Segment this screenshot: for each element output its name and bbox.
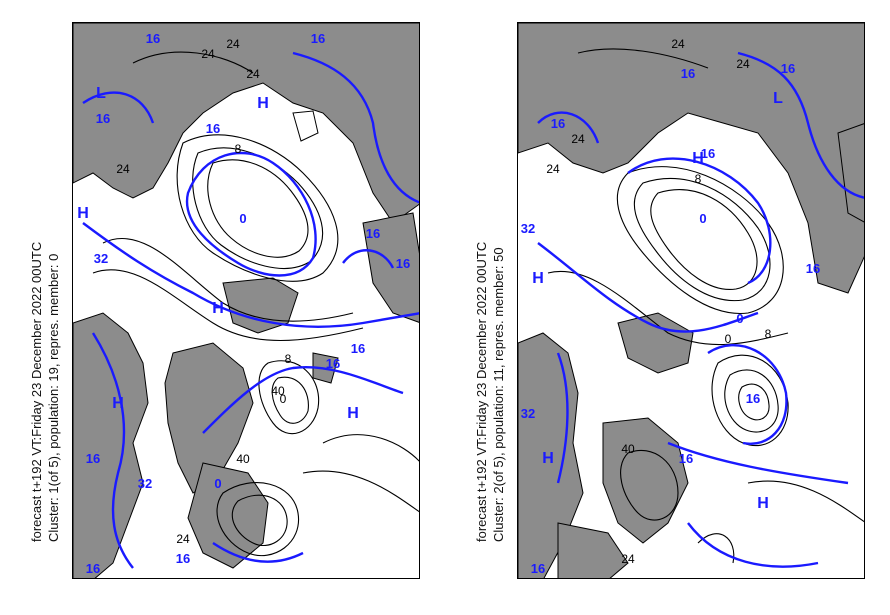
land-europe [837,123,864,223]
land-west-continent [73,312,149,578]
blue-contours [537,51,864,568]
black-label: 8 [765,327,772,341]
caption-cluster-info: Cluster: 1(of 5), population: 19, repres… [46,253,61,542]
black-label: 40 [236,452,250,466]
blue-label: 16 [701,146,715,161]
blue-label: 16 [531,561,545,576]
blue-label: 16 [326,356,340,371]
blue-label: 16 [806,261,820,276]
blue-label: 16 [96,111,110,126]
black-label: 24 [226,37,240,51]
black-label: 8 [235,142,242,156]
blue-label: 16 [551,116,565,131]
blue-label: 16 [146,31,160,46]
caption-forecast-time: forecast t+192 VT:Friday 23 December 202… [474,241,489,542]
blue-contour-labels: 16 16 16 16 16 16 16 16 32 32 0 0 H H H … [77,31,410,576]
black-label: 24 [116,162,130,176]
blue-label: 16 [781,61,795,76]
black-label: 0 [280,392,287,406]
black-label: 8 [695,172,702,186]
panel-caption: forecast t+192 VT:Friday 23 December 202… [473,72,507,542]
high-pressure-marker: H [212,300,224,317]
land-south [557,522,629,578]
blue-label: 16 [311,31,325,46]
blue-label: 16 [746,391,760,406]
black-label: 24 [546,162,560,176]
black-contours [92,51,419,557]
panel-caption: forecast t+192 VT:Friday 23 December 202… [28,72,62,542]
black-contour-labels: 24 24 24 8 8 0 40 24 24 [546,37,771,566]
blue-label: 16 [366,226,380,241]
blue-label: 32 [94,251,108,266]
black-contours [547,48,864,564]
blue-label: 32 [521,406,535,421]
blue-label: 0 [736,311,743,326]
high-pressure-marker: H [347,405,359,422]
black-label: 24 [176,532,190,546]
black-label: 0 [725,332,732,346]
land-south-east [187,462,269,569]
black-contour-labels: 24 24 24 24 8 8 0 40 40 24 [116,37,291,546]
black-label: 40 [621,442,635,456]
black-label: 24 [621,552,635,566]
blue-contours [82,51,419,569]
blue-label: 0 [239,211,246,226]
forecast-panel-cluster-1: forecast t+192 VT:Friday 23 December 202… [28,22,420,579]
land-peninsula [602,417,689,544]
forecast-map: 16 16 16 16 16 16 16 16 32 32 0 0 H H H … [72,22,420,579]
high-pressure-marker: H [542,450,554,467]
blue-label: 16 [351,341,365,356]
forecast-map: 16 16 16 16 16 16 32 32 0 0 H H H H L 16… [517,22,865,579]
black-label: 8 [285,352,292,366]
high-pressure-marker: H [77,205,89,222]
blue-label: 32 [138,476,152,491]
low-pressure-marker: L [96,85,106,102]
black-label: 24 [201,47,215,61]
ice-hole [292,110,319,142]
blue-label: 16 [396,256,410,271]
land-greenland [222,277,299,334]
blue-label: 0 [699,211,706,226]
black-label: 24 [671,37,685,51]
land-greenland [617,312,694,374]
black-label: 24 [246,67,260,81]
caption-cluster-info: Cluster: 2(of 5), population: 11, repres… [491,247,506,542]
high-pressure-marker: H [112,395,124,412]
black-label: 40 [271,384,285,398]
blue-label: 16 [679,451,693,466]
blue-label: 16 [206,121,220,136]
high-pressure-marker: H [757,495,769,512]
forecast-panel-cluster-2: forecast t+192 VT:Friday 23 December 202… [445,0,890,615]
blue-label: 16 [86,561,100,576]
map-canvas: 16 16 16 16 16 16 32 32 0 0 H H H H L 16… [518,23,864,578]
high-pressure-marker: H [692,150,704,167]
blue-label: 32 [521,221,535,236]
black-label: 24 [571,132,585,146]
map-canvas: 16 16 16 16 16 16 16 16 32 32 0 0 H H H … [73,23,419,578]
high-pressure-marker: H [257,95,269,112]
blue-label: 16 [176,551,190,566]
blue-label: 16 [681,66,695,81]
land-arctic-rim [518,23,864,294]
high-pressure-marker: H [532,270,544,287]
black-label: 24 [736,57,750,71]
low-pressure-marker: L [773,90,783,107]
land-europe [362,212,419,323]
blue-label: 16 [86,451,100,466]
blue-label: 0 [214,476,221,491]
blue-contour-labels: 16 16 16 16 16 16 32 32 0 0 H H H H L 16… [521,61,820,576]
caption-forecast-time: forecast t+192 VT:Friday 23 December 202… [29,241,44,542]
land-masses [518,23,864,578]
